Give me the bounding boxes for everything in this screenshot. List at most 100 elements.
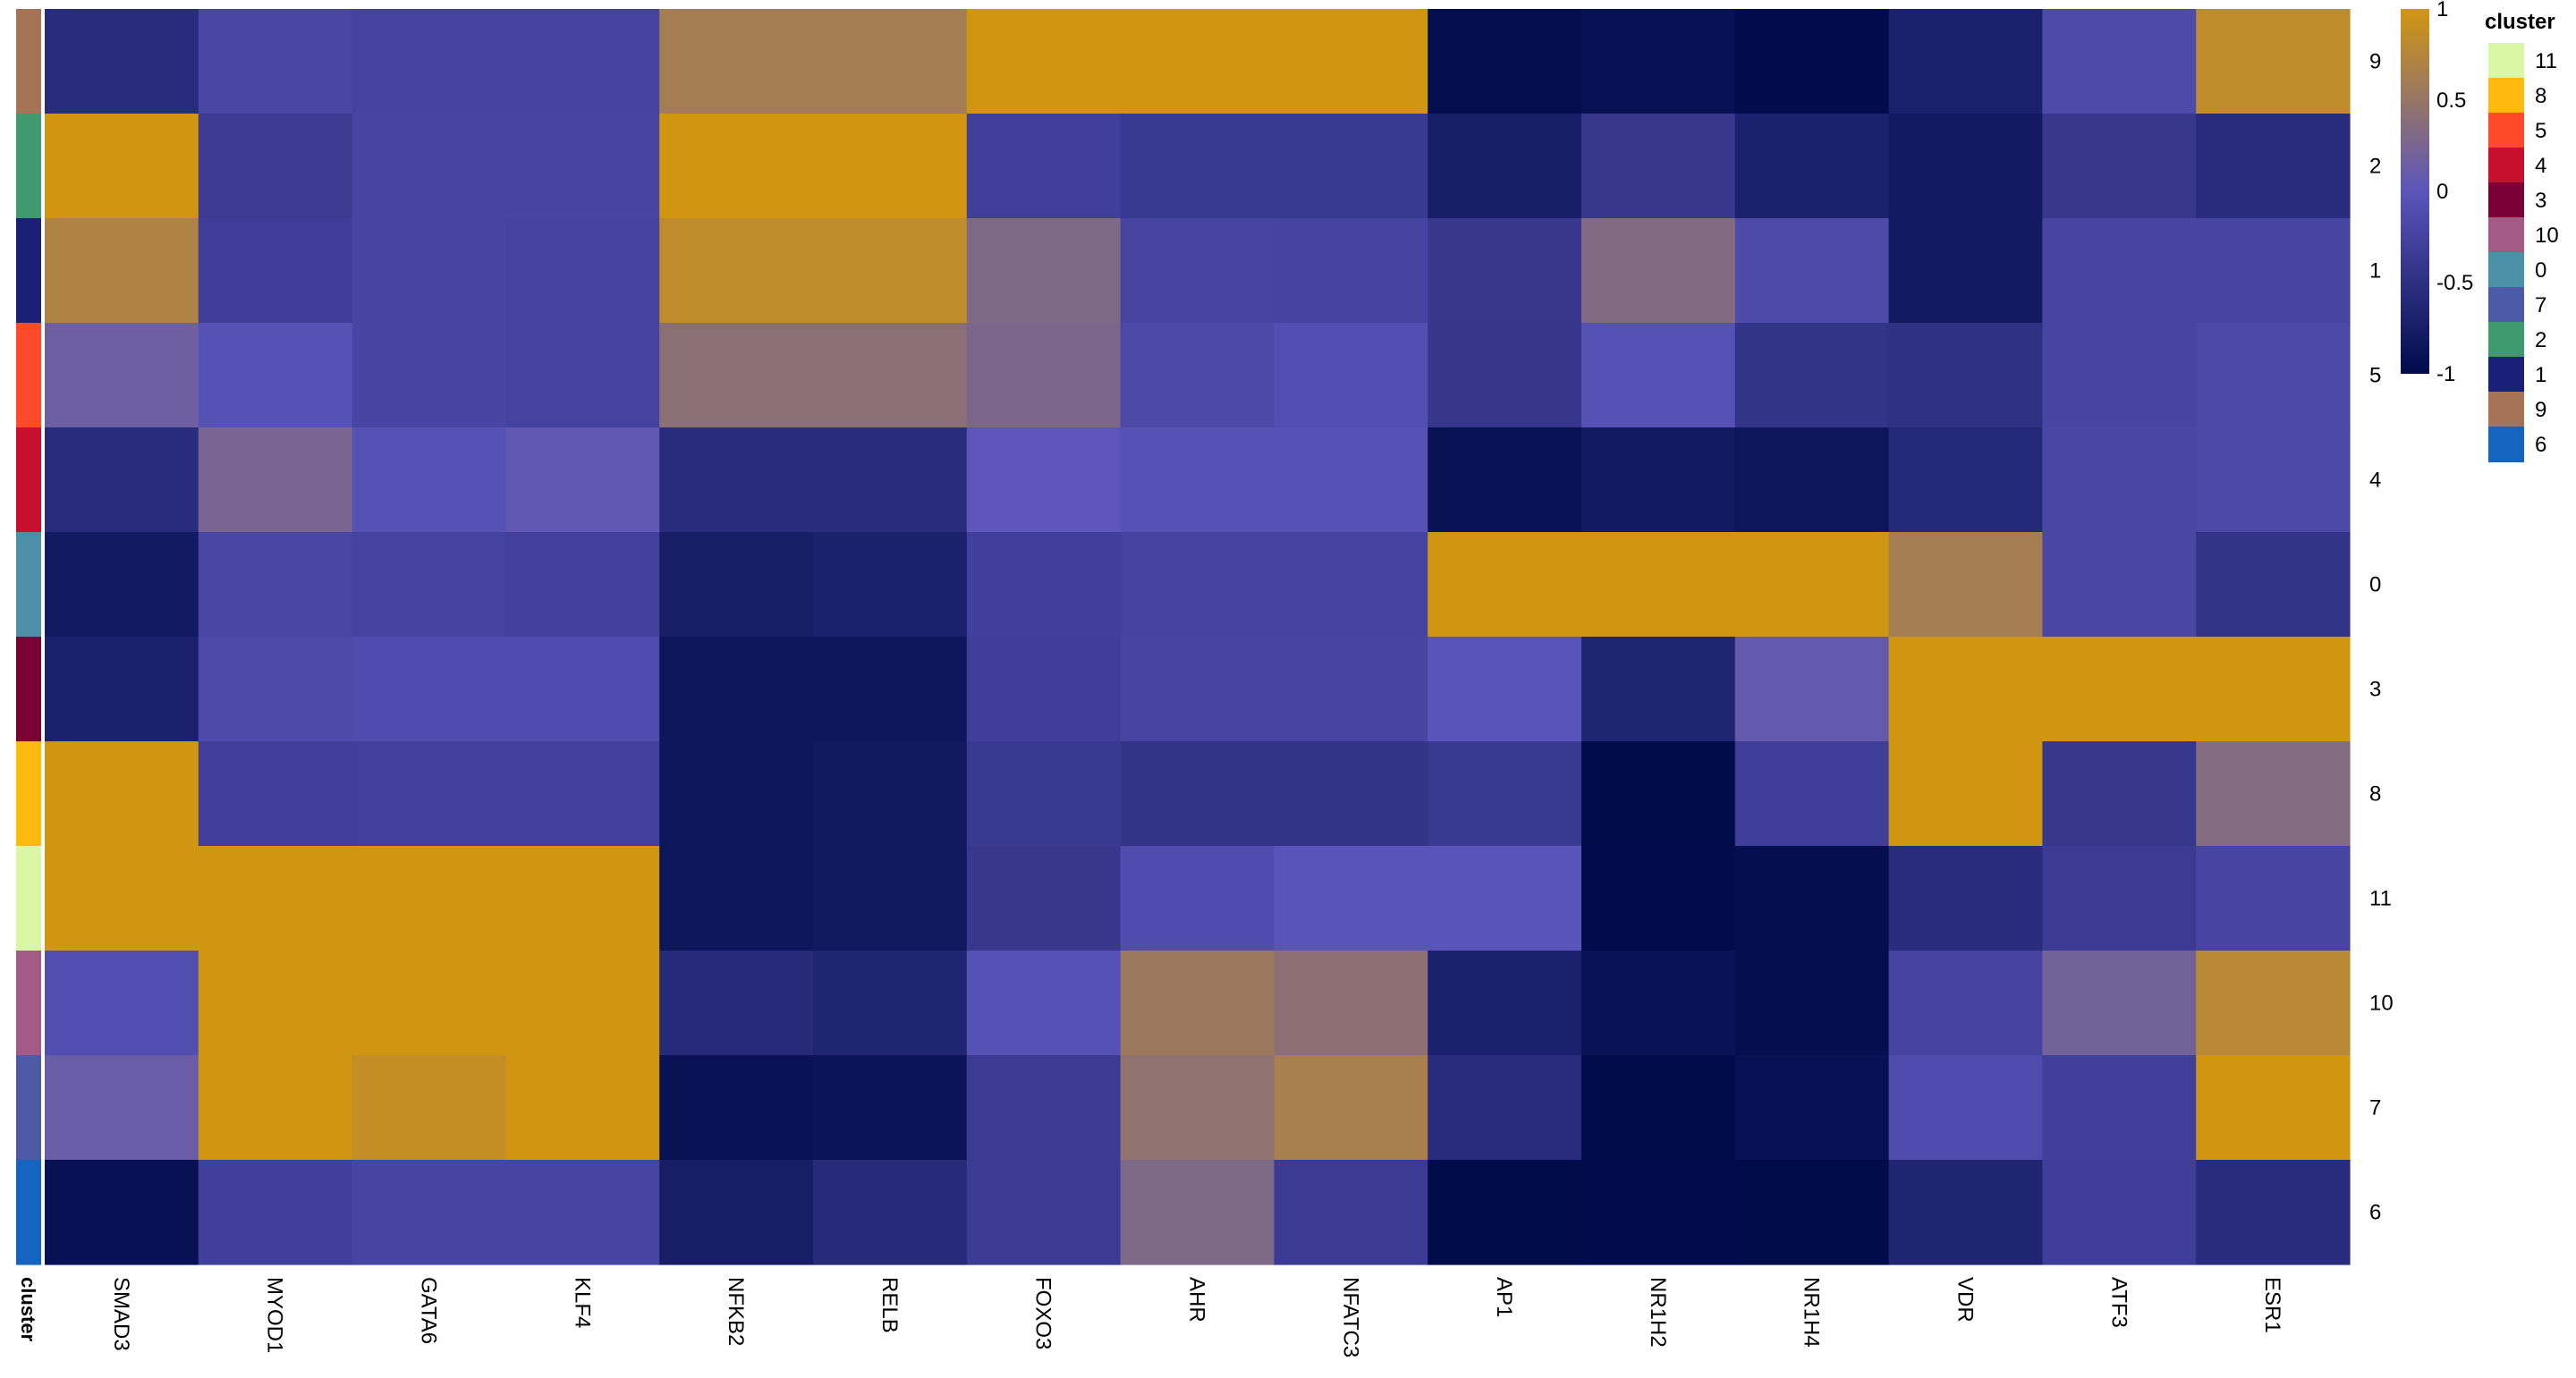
row-label-9: 9 — [2369, 50, 2381, 74]
heatmap-cell-0-VDR — [1888, 532, 2043, 638]
heatmap-cell-9-NR1H4 — [1734, 9, 1890, 114]
color-scale-tick-1: 0.5 — [2436, 89, 2466, 113]
heatmap-cell-3-GATA6 — [352, 637, 506, 742]
heatmap-cell-10-SMAD3 — [45, 951, 199, 1056]
heatmap-cell-4-RELB — [813, 427, 968, 533]
column-label-NR1H4: NR1H4 — [1800, 1277, 1824, 1348]
heatmap-cell-1-MYOD1 — [198, 218, 353, 324]
heatmap-cell-8-ESR1 — [2196, 741, 2351, 847]
heatmap-cell-0-NFATC3 — [1274, 532, 1428, 638]
cluster-legend-label-6: 6 — [2535, 433, 2546, 457]
heatmap-cell-4-NFKB2 — [659, 427, 814, 533]
cluster-legend-label-3: 3 — [2535, 189, 2546, 213]
heatmap-cell-1-NR1H2 — [1581, 218, 1736, 324]
heatmap-cell-2-FOXO3 — [966, 114, 1122, 219]
heatmap-cell-3-MYOD1 — [198, 637, 353, 742]
heatmap-cell-0-NFKB2 — [659, 532, 814, 638]
heatmap-cell-2-MYOD1 — [198, 114, 353, 219]
column-label-ESR1: ESR1 — [2260, 1277, 2284, 1333]
heatmap-cell-10-AHR — [1120, 951, 1275, 1056]
column-label-GATA6: GATA6 — [417, 1277, 441, 1344]
heatmap-cell-4-GATA6 — [352, 427, 506, 533]
heatmap-cell-5-MYOD1 — [198, 323, 353, 428]
heatmap-cell-6-VDR — [1888, 1160, 2043, 1265]
cluster-legend-swatch-0 — [2488, 252, 2524, 288]
heatmap-cell-11-AHR — [1120, 846, 1275, 951]
heatmap-cell-4-VDR — [1888, 427, 2043, 533]
column-label-RELB: RELB — [877, 1277, 902, 1333]
heatmap-cell-6-RELB — [813, 1160, 968, 1265]
column-label-MYOD1: MYOD1 — [263, 1277, 287, 1353]
heatmap-cell-7-GATA6 — [352, 1055, 506, 1161]
heatmap-cell-4-FOXO3 — [966, 427, 1122, 533]
column-label-AP1: AP1 — [1492, 1277, 1516, 1317]
heatmap-cell-9-GATA6 — [352, 9, 506, 114]
heatmap-cell-2-AP1 — [1428, 114, 1582, 219]
heatmap-cell-0-ATF3 — [2042, 532, 2197, 638]
heatmap-cell-11-AP1 — [1428, 846, 1582, 951]
heatmap-cell-7-SMAD3 — [45, 1055, 199, 1161]
heatmap-cell-9-FOXO3 — [966, 9, 1122, 114]
heatmap-cell-7-VDR — [1888, 1055, 2043, 1161]
heatmap-cell-8-FOXO3 — [966, 741, 1122, 847]
heatmap-cell-8-GATA6 — [352, 741, 506, 847]
heatmap-cell-5-FOXO3 — [966, 323, 1122, 428]
heatmap-cell-8-VDR — [1888, 741, 2043, 847]
column-label-AHR: AHR — [1185, 1277, 1209, 1323]
cluster-legend-swatch-7 — [2488, 287, 2524, 323]
row-label-2: 2 — [2369, 155, 2381, 179]
heatmap-cell-5-NR1H4 — [1734, 323, 1890, 428]
heatmap-cell-6-FOXO3 — [966, 1160, 1122, 1265]
heatmap-cell-6-NFATC3 — [1274, 1160, 1428, 1265]
heatmap-cell-8-RELB — [813, 741, 968, 847]
cluster-annotation-cell-4 — [16, 427, 41, 533]
cluster-legend-swatch-5 — [2488, 113, 2524, 148]
cluster-legend: cluster 11 8 5 4 3 10 0 7 2 1 9 6 — [2485, 10, 2559, 462]
column-labels: SMAD3 MYOD1 GATA6 KLF4 NFKB2 RELB FOXO3 AHR NFAT… — [109, 1277, 2284, 1357]
heatmap-cell-7-NR1H2 — [1581, 1055, 1736, 1161]
row-label-5: 5 — [2369, 364, 2381, 388]
row-label-10: 10 — [2369, 992, 2394, 1016]
column-label-KLF4: KLF4 — [570, 1277, 594, 1328]
heatmap-cell-11-NR1H2 — [1581, 846, 1736, 951]
heatmap-cell-0-GATA6 — [352, 532, 506, 638]
heatmap-cell-9-VDR — [1888, 9, 2043, 114]
heatmap-cell-7-KLF4 — [505, 1055, 660, 1161]
row-labels: 9 2 1 5 4 0 3 8 11 10 7 6 — [2369, 50, 2394, 1225]
heatmap-cell-6-ESR1 — [2196, 1160, 2351, 1265]
cluster-legend-title: cluster — [2485, 10, 2555, 34]
heatmap-cell-5-ATF3 — [2042, 323, 2197, 428]
cluster-annotation-cell-6 — [16, 1160, 41, 1265]
heatmap-cell-0-KLF4 — [505, 532, 660, 638]
heatmap-cell-11-KLF4 — [505, 846, 660, 951]
heatmap-cell-3-SMAD3 — [45, 637, 199, 742]
cluster-annotation-cell-10 — [16, 951, 41, 1056]
heatmap-cell-3-NR1H4 — [1734, 637, 1890, 742]
heatmap-cell-5-KLF4 — [505, 323, 660, 428]
heatmap-cell-8-NR1H2 — [1581, 741, 1736, 847]
heatmap-cell-5-ESR1 — [2196, 323, 2351, 428]
cluster-legend-label-1: 1 — [2535, 363, 2546, 387]
heatmap-cell-3-AP1 — [1428, 637, 1582, 742]
heatmap-cell-1-KLF4 — [505, 218, 660, 324]
heatmap-cell-2-KLF4 — [505, 114, 660, 219]
heatmap-cell-11-ATF3 — [2042, 846, 2197, 951]
heatmap-cell-3-NFKB2 — [659, 637, 814, 742]
cluster-annotation-cell-3 — [16, 637, 41, 742]
heatmap-cell-1-ESR1 — [2196, 218, 2351, 324]
heatmap-cells — [45, 9, 2351, 1265]
color-scale-bar — [2401, 9, 2429, 374]
heatmap-cell-3-RELB — [813, 637, 968, 742]
heatmap-cell-1-AP1 — [1428, 218, 1582, 324]
heatmap-cell-3-AHR — [1120, 637, 1275, 742]
heatmap-cell-10-NFATC3 — [1274, 951, 1428, 1056]
heatmap-cell-8-KLF4 — [505, 741, 660, 847]
row-label-8: 8 — [2369, 782, 2381, 807]
heatmap-cell-3-VDR — [1888, 637, 2043, 742]
cluster-legend-label-7: 7 — [2535, 293, 2546, 317]
heatmap-cell-11-VDR — [1888, 846, 2043, 951]
heatmap-cell-1-GATA6 — [352, 218, 506, 324]
heatmap-cell-1-RELB — [813, 218, 968, 324]
cluster-legend-swatch-4 — [2488, 148, 2524, 183]
